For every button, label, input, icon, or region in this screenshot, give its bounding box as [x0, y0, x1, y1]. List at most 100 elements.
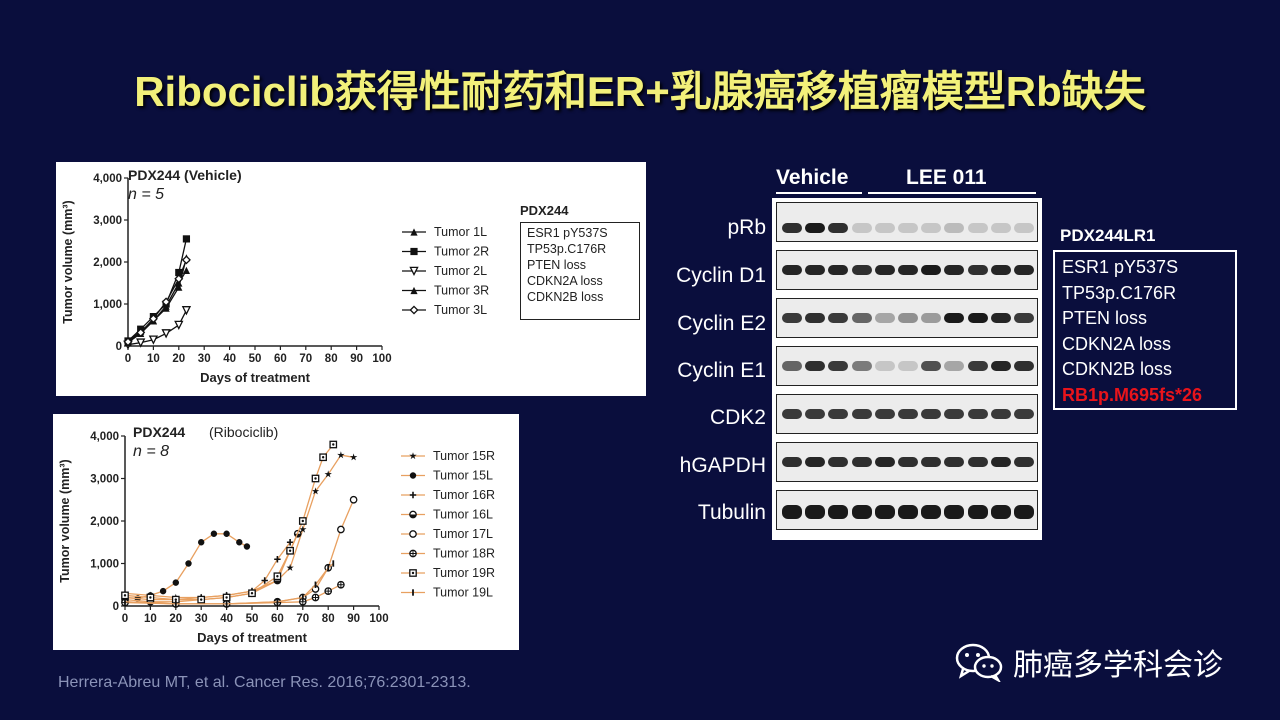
blot-band [851, 265, 872, 275]
series-tumor-19l [124, 560, 335, 608]
blot-band [944, 223, 965, 233]
wb-header-treated-line [868, 192, 1036, 194]
wechat-icon [955, 643, 1003, 682]
blot-band [874, 361, 895, 371]
series-line [124, 563, 334, 605]
data-point [181, 306, 192, 316]
vehicle-mutation-item: CDKN2B loss [527, 290, 604, 304]
blot-band [805, 223, 826, 233]
blot-band [921, 409, 942, 419]
y-axis-label: Tumor volume (mm³) [58, 459, 72, 582]
ribociclib-chart: 0 10 20 30 40 50 60 70 80 90 100 0 1,000 2,000 3,000 4,… [58, 424, 495, 645]
data-point [149, 596, 152, 599]
blot-band [874, 265, 895, 275]
wb-label-tubulin: Tubulin [697, 501, 766, 524]
wb-label-prb: pRb [727, 216, 766, 239]
blot-band [921, 313, 942, 323]
data-point [301, 519, 304, 523]
x-tick-label: 90 [347, 613, 360, 625]
chart-title: PDX244 [133, 424, 185, 440]
wb-label-cyclin-e2: Cyclin E2 [677, 312, 766, 335]
data-point [409, 472, 417, 479]
blot-band [805, 313, 826, 323]
y-tick-label: 2,000 [90, 516, 119, 528]
data-point [210, 530, 218, 537]
blot-band [944, 313, 965, 323]
blot-band [782, 361, 802, 371]
blot-band [828, 313, 849, 323]
series-line [124, 499, 355, 605]
legend-entry: Tumor 3R [402, 284, 489, 298]
x-tick-label: 0 [125, 353, 131, 365]
x-tick-label: 0 [122, 613, 128, 625]
y-axis-label: Tumor volume (mm³) [61, 200, 75, 323]
data-point [409, 550, 417, 557]
blot-band [851, 223, 872, 233]
vehicle-legend-title: PDX244 [520, 203, 569, 218]
blot-band [990, 313, 1011, 323]
legend-entry: Tumor 17L [401, 527, 493, 541]
data-point [411, 571, 415, 575]
data-point [123, 594, 127, 597]
blot-band [921, 505, 942, 519]
legend-entry: Tumor 16L [401, 508, 493, 522]
blot-band [828, 361, 849, 371]
series-tumor-15l [121, 530, 251, 602]
blot-band [967, 361, 988, 371]
blot-band [944, 505, 965, 519]
data-point [409, 530, 417, 538]
blot-band [874, 313, 895, 323]
data-point [324, 470, 332, 478]
wechat-watermark: 肺癌多学科会诊 [955, 640, 1223, 684]
data-point [181, 255, 191, 265]
blot-band [898, 409, 918, 419]
x-tick-label: 90 [350, 353, 363, 365]
x-tick-label: 40 [220, 613, 233, 625]
blot-band [851, 313, 872, 323]
legend-entry: Tumor 19R [401, 566, 495, 580]
blot-band [851, 409, 872, 419]
data-point [409, 491, 417, 499]
blot-band [967, 505, 988, 519]
blot-band [1014, 505, 1034, 519]
legend-entry: Tumor 19L [401, 586, 493, 600]
blot-band [851, 505, 872, 519]
x-tick-label: 30 [198, 353, 211, 365]
blot-band [782, 457, 802, 467]
data-point [182, 235, 191, 243]
x-tick-label: 50 [246, 613, 259, 625]
chart-n-label: n = 8 [133, 443, 169, 460]
data-point [409, 452, 417, 460]
blot-strip [776, 490, 1038, 530]
blot-band [1014, 265, 1034, 275]
wb-label-hgapdh: hGAPDH [679, 454, 766, 477]
series-tumor-19r [121, 440, 338, 604]
data-point [174, 598, 177, 601]
data-point [410, 228, 418, 236]
legend-label: Tumor 15L [433, 469, 493, 483]
legend-label: Tumor 17L [433, 527, 493, 541]
blot-band [828, 457, 849, 467]
blot-band [874, 223, 895, 233]
series-line [124, 541, 291, 601]
data-point [410, 247, 418, 256]
data-point [200, 598, 203, 601]
wb-label-cyclin-e1: Cyclin E1 [677, 359, 766, 382]
blot-band [1014, 409, 1034, 419]
blot-band [944, 361, 965, 371]
vehicle-mutation-legend: ESR1 pY537S TP53p.C176R PTEN loss CDKN2A… [520, 222, 640, 320]
data-point [312, 594, 319, 601]
legend-entry: Tumor 2L [402, 264, 487, 278]
blot-band [898, 265, 918, 275]
mutation-item: PTEN loss [1062, 308, 1148, 328]
x-tick-label: 10 [147, 353, 160, 365]
x-tick-label: 70 [299, 353, 312, 365]
western-blot-image [772, 198, 1042, 540]
vehicle-mutation-item: ESR1 pY537S [527, 226, 608, 240]
blot-band [990, 457, 1011, 467]
data-point [314, 477, 317, 480]
wb-header-treated: LEE 011 [906, 166, 987, 189]
blot-band [990, 505, 1011, 519]
blot-band [990, 361, 1011, 371]
blot-band [990, 223, 1011, 233]
